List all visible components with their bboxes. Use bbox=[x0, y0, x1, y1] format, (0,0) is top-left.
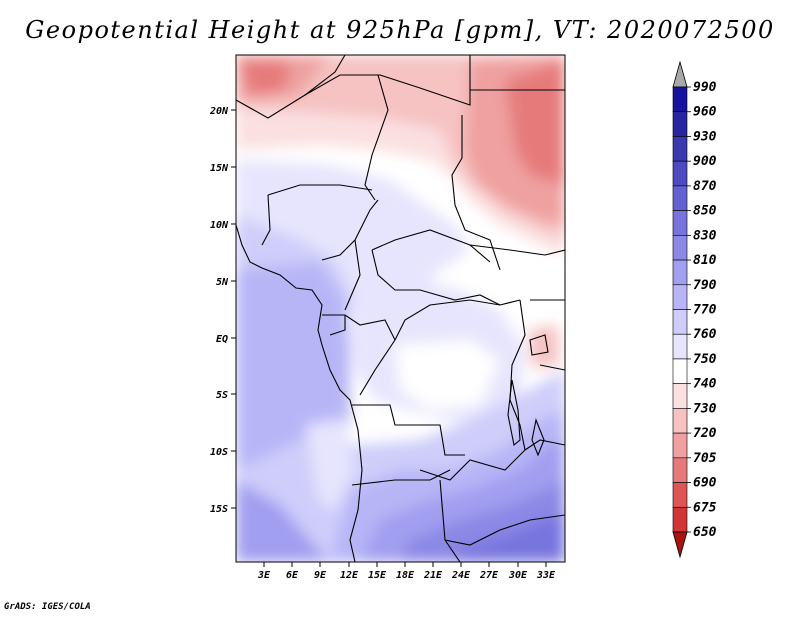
colorbar-label: 650 bbox=[693, 525, 717, 540]
lat-axis: 20N 15N 10N 5N EQ 5S 10S 15S bbox=[209, 106, 236, 515]
lat-tick-label: 20N bbox=[209, 106, 229, 117]
lon-tick-label: 33E bbox=[536, 570, 556, 581]
lat-tick-label: 10S bbox=[210, 447, 228, 458]
chart-title: Geopotential Height at 925hPa [gpm], VT:… bbox=[25, 16, 775, 44]
lon-tick-label: 12E bbox=[340, 570, 359, 581]
colorbar-label: 740 bbox=[693, 377, 717, 392]
grads-credit: GrADS: IGES/COLA bbox=[4, 602, 91, 612]
lon-tick-label: 3E bbox=[257, 570, 271, 581]
lat-tick-label: 10N bbox=[210, 220, 229, 231]
colorbar-swatch bbox=[672, 160, 688, 187]
colorbar-label: 750 bbox=[693, 352, 717, 367]
colorbar: 990 960 930 900 870 850 830 810 790 770 760 750 740 7… bbox=[672, 60, 717, 559]
colorbar-label: 730 bbox=[693, 401, 717, 416]
lat-tick: 10N bbox=[210, 220, 236, 231]
colorbar-swatch bbox=[672, 482, 688, 508]
colorbar-label: 830 bbox=[693, 228, 717, 243]
lat-tick-label: EQ bbox=[216, 334, 228, 345]
colorbar-label: 850 bbox=[693, 204, 717, 219]
lon-tick: 3E bbox=[257, 562, 271, 581]
lon-tick: 12E bbox=[340, 562, 359, 581]
colorbar-swatch bbox=[672, 136, 688, 162]
colorbar-swatch bbox=[672, 408, 688, 434]
colorbar-label: 760 bbox=[693, 327, 717, 342]
colorbar-swatch bbox=[672, 86, 688, 113]
colorbar-label: 870 bbox=[693, 179, 717, 194]
colorbar-swatch bbox=[672, 432, 688, 459]
colorbar-label: 690 bbox=[693, 476, 717, 491]
colorbar-label: 930 bbox=[693, 129, 717, 144]
colorbar-swatch bbox=[672, 235, 688, 261]
lon-tick: 18E bbox=[396, 562, 415, 581]
geopotential-field bbox=[236, 55, 565, 562]
lon-tick-label: 27E bbox=[479, 570, 499, 581]
colorbar-swatch bbox=[672, 210, 688, 236]
lat-tick: 15S bbox=[210, 504, 236, 515]
lon-tick: 9E bbox=[314, 562, 327, 581]
lat-tick-label: 5N bbox=[216, 277, 229, 288]
lon-tick-label: 18E bbox=[396, 570, 415, 581]
lon-tick-label: 15E bbox=[368, 570, 387, 581]
lon-axis: 3E 6E 9E 12E 15E 18E 21E 24E 27E 30E 33E bbox=[257, 562, 556, 581]
colorbar-swatch bbox=[672, 457, 688, 483]
colorbar-swatch bbox=[672, 185, 688, 211]
colorbar-label: 770 bbox=[693, 303, 717, 318]
colorbar-label: 675 bbox=[693, 500, 717, 515]
lat-tick: 5N bbox=[216, 277, 236, 288]
lon-tick: 33E bbox=[536, 562, 556, 581]
lat-tick: 5S bbox=[216, 390, 236, 401]
colorbar-swatch bbox=[672, 358, 688, 384]
colorbar-swatch bbox=[672, 309, 688, 335]
colorbar-label: 720 bbox=[693, 426, 717, 441]
colorbar-label: 960 bbox=[693, 105, 717, 120]
lat-tick-label: 5S bbox=[216, 390, 228, 401]
lat-tick: EQ bbox=[216, 334, 236, 345]
colorbar-swatch bbox=[672, 383, 688, 409]
colorbar-label: 790 bbox=[693, 278, 717, 293]
map-frame bbox=[235, 54, 566, 563]
lat-tick: 20N bbox=[209, 106, 236, 117]
colorbar-extend-max bbox=[672, 60, 688, 88]
lon-tick-label: 6E bbox=[286, 570, 299, 581]
lon-tick-label: 21E bbox=[423, 570, 443, 581]
lon-tick-label: 24E bbox=[451, 570, 471, 581]
colorbar-swatch bbox=[672, 284, 688, 310]
colorbar-extend-min bbox=[672, 531, 688, 559]
colorbar-label: 705 bbox=[693, 451, 717, 466]
lon-tick: 30E bbox=[508, 562, 528, 581]
colorbar-label: 900 bbox=[693, 154, 717, 169]
lat-tick-label: 15N bbox=[210, 163, 229, 174]
political-borders bbox=[236, 55, 565, 562]
colorbar-label: 990 bbox=[693, 80, 717, 95]
lon-tick: 24E bbox=[451, 562, 471, 581]
colorbar-swatch bbox=[672, 111, 688, 137]
lat-tick-label: 15S bbox=[210, 504, 228, 515]
lat-tick: 10S bbox=[210, 447, 236, 458]
lon-tick: 6E bbox=[286, 562, 299, 581]
lon-tick: 15E bbox=[368, 562, 387, 581]
colorbar-swatch bbox=[672, 333, 688, 360]
colorbar-swatch bbox=[672, 259, 688, 286]
lat-tick: 15N bbox=[210, 163, 236, 174]
lon-tick: 21E bbox=[423, 562, 443, 581]
lon-tick-label: 9E bbox=[314, 570, 327, 581]
colorbar-swatch bbox=[672, 506, 688, 533]
lon-tick-label: 30E bbox=[508, 570, 528, 581]
colorbar-label: 810 bbox=[693, 253, 717, 268]
lon-tick: 27E bbox=[479, 562, 499, 581]
